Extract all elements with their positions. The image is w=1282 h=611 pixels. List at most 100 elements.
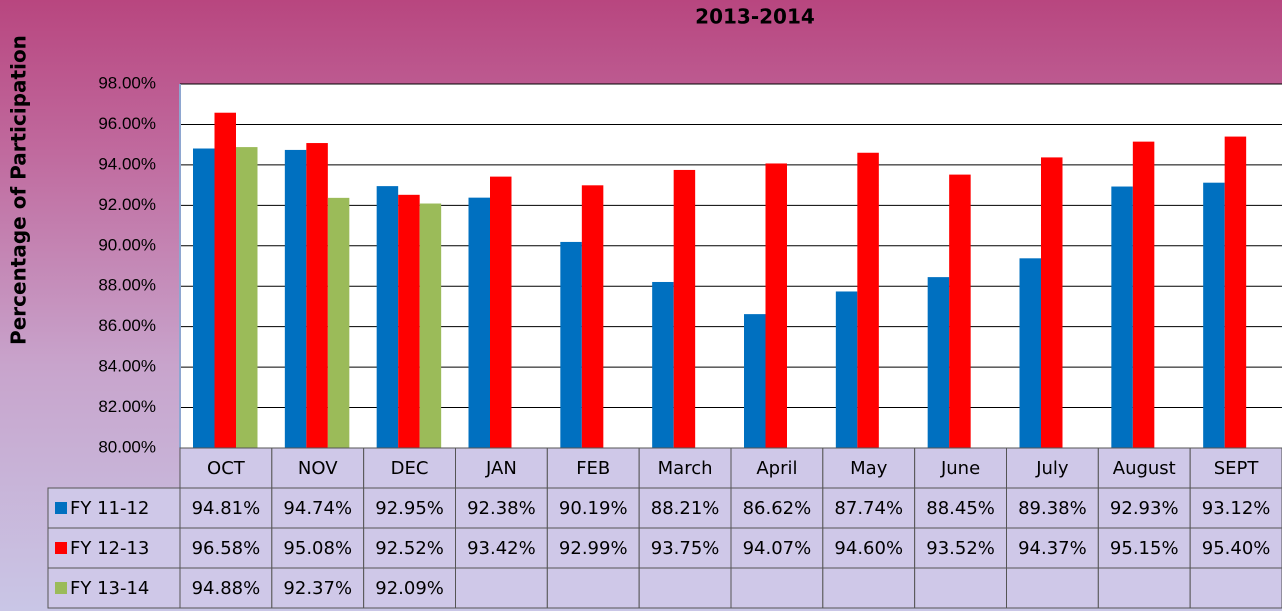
table-cell: [730, 567, 824, 609]
bar: [468, 197, 490, 448]
x-tick-label: JAN: [485, 458, 517, 479]
bar: [927, 277, 950, 448]
table-cell: [1006, 527, 1099, 569]
data-label: 92.52%: [375, 538, 444, 559]
table-cell: [638, 447, 732, 489]
data-label: 94.37%: [1018, 538, 1087, 559]
table-cell: [822, 487, 916, 529]
data-label: 95.08%: [283, 538, 352, 559]
bar: [857, 152, 879, 448]
y-tick-label: 98.00%: [98, 73, 156, 92]
y-tick-label: 92.00%: [98, 195, 156, 214]
data-label: 93.52%: [926, 538, 995, 559]
bar: [419, 203, 442, 448]
data-label: 88.45%: [926, 498, 995, 519]
data-label: 95.15%: [1110, 538, 1179, 559]
data-label: 94.60%: [834, 538, 903, 559]
table-cell: [271, 567, 365, 609]
legend-key: [55, 542, 67, 554]
data-label: 93.42%: [467, 538, 536, 559]
data-label: 92.09%: [375, 578, 444, 599]
bar: [673, 169, 696, 448]
table-cell: [730, 447, 824, 489]
table-cell: [271, 527, 365, 569]
data-label: 94.81%: [192, 498, 261, 519]
table-cell: [1097, 487, 1191, 529]
legend-label: FY 13-14: [70, 578, 149, 599]
x-tick-label: June: [940, 458, 980, 479]
table-cell: [1097, 567, 1191, 609]
y-tick-label: 86.00%: [98, 316, 156, 335]
bar: [398, 194, 420, 448]
table-cell: [914, 447, 1008, 489]
data-label: 87.74%: [834, 498, 903, 519]
table-cell: [179, 567, 273, 609]
bar: [214, 112, 236, 449]
x-tick-label: March: [658, 458, 713, 479]
x-tick-label: FEB: [576, 458, 610, 479]
table-cell: [363, 567, 456, 609]
data-label: 88.21%: [651, 498, 720, 519]
table-cell: [47, 527, 181, 569]
table-cell: [1006, 487, 1099, 529]
data-label: 94.07%: [743, 538, 812, 559]
data-label: 89.38%: [1018, 498, 1087, 519]
legend-key: [55, 582, 67, 594]
table-cell: [822, 567, 916, 609]
plot-area: [180, 84, 1282, 448]
table-cell: [638, 527, 732, 569]
bar: [193, 148, 215, 448]
legend-label: FY 12-13: [70, 538, 149, 559]
data-label: 93.75%: [651, 538, 720, 559]
bar: [376, 186, 399, 448]
table-cell: [1189, 567, 1282, 609]
y-axis-label: Percentage of Participation: [7, 35, 31, 345]
table-cell: [47, 567, 181, 609]
bar: [1132, 141, 1155, 448]
table-cell: [1097, 447, 1191, 489]
table-cell: [1189, 487, 1282, 529]
bar: [490, 176, 512, 448]
x-tick-label: July: [1035, 458, 1069, 479]
bar: [949, 174, 971, 448]
table-cell: [363, 527, 456, 569]
data-label: 92.37%: [283, 578, 352, 599]
bar: [284, 149, 307, 448]
table-cell: [1189, 527, 1282, 569]
data-label: 95.40%: [1202, 538, 1271, 559]
table-cell: [455, 567, 548, 609]
data-label: 92.38%: [467, 498, 536, 519]
bar: [236, 147, 258, 449]
table-cell: [1097, 527, 1191, 569]
table-cell: [546, 527, 640, 569]
y-tick-label: 94.00%: [98, 154, 156, 173]
bar: [1224, 136, 1247, 449]
table-cell: [822, 447, 916, 489]
bar: [1041, 157, 1063, 448]
table-cell: [271, 487, 365, 529]
x-tick-label: April: [756, 458, 797, 479]
legend-key: [55, 502, 67, 514]
table-cell: [271, 447, 365, 489]
table-cell: [638, 487, 732, 529]
x-tick-label: DEC: [391, 458, 429, 479]
data-label: 86.62%: [743, 498, 812, 519]
data-label: 96.58%: [192, 538, 261, 559]
data-label: 94.74%: [283, 498, 352, 519]
table-cell: [455, 487, 548, 529]
bar: [581, 185, 604, 448]
x-tick-label: OCT: [207, 458, 246, 479]
bar: [327, 197, 350, 448]
y-tick-label: 96.00%: [98, 114, 156, 133]
table-cell: [363, 447, 456, 489]
table-cell: [914, 487, 1008, 529]
y-tick-label: 88.00%: [98, 276, 156, 295]
x-tick-label: May: [850, 458, 888, 479]
bar: [1111, 186, 1133, 448]
table-cell: [638, 567, 732, 609]
bar: [1203, 182, 1225, 448]
bar: [1019, 258, 1041, 448]
x-tick-label: SEPT: [1214, 458, 1260, 479]
